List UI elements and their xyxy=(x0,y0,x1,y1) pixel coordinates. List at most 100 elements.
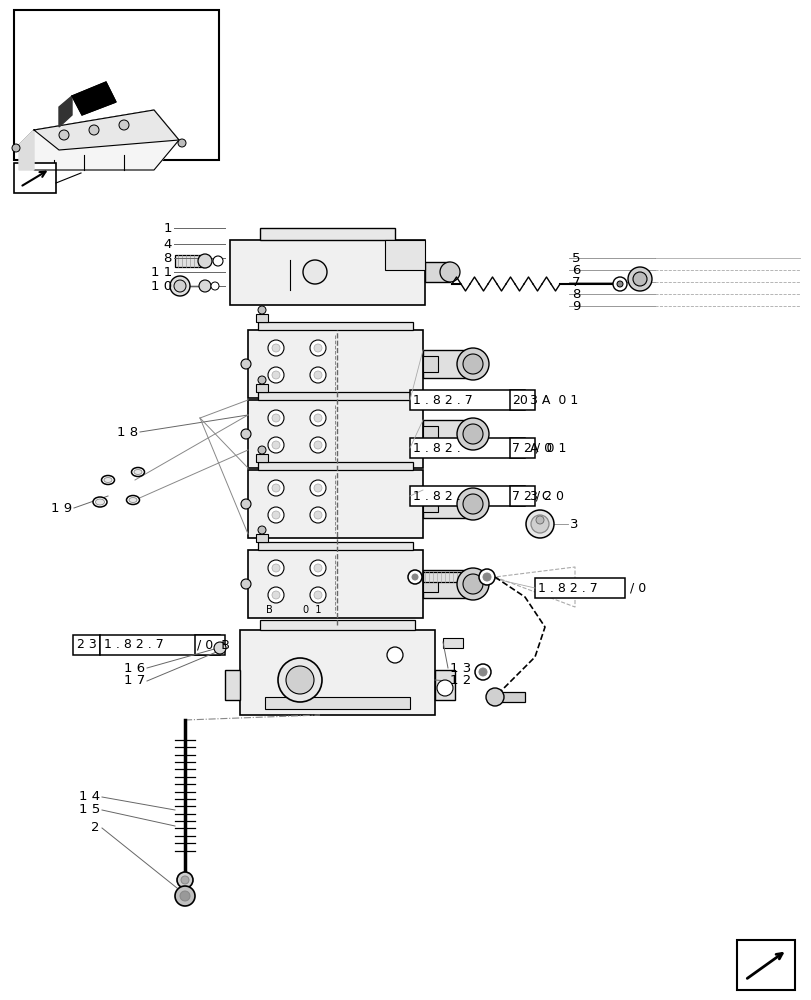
Circle shape xyxy=(314,441,322,449)
Bar xyxy=(100,635,220,655)
Bar xyxy=(258,392,413,400)
Circle shape xyxy=(474,664,491,680)
Circle shape xyxy=(177,872,193,888)
Ellipse shape xyxy=(127,495,139,504)
Circle shape xyxy=(526,510,553,538)
Ellipse shape xyxy=(104,478,112,483)
Text: 20: 20 xyxy=(512,393,527,406)
Circle shape xyxy=(314,371,322,379)
Ellipse shape xyxy=(96,499,105,505)
Ellipse shape xyxy=(129,497,137,502)
Text: B: B xyxy=(266,605,272,615)
Text: 3 A  0 1: 3 A 0 1 xyxy=(530,393,577,406)
Circle shape xyxy=(310,560,325,576)
Polygon shape xyxy=(59,96,72,127)
Circle shape xyxy=(258,446,266,454)
Bar xyxy=(255,314,268,322)
Text: 1 8: 1 8 xyxy=(117,426,138,438)
Circle shape xyxy=(310,480,325,496)
Bar xyxy=(423,420,478,448)
Circle shape xyxy=(272,484,280,492)
Bar xyxy=(423,570,478,598)
Circle shape xyxy=(314,511,322,519)
Circle shape xyxy=(272,511,280,519)
Bar xyxy=(260,620,414,630)
Bar xyxy=(14,10,219,160)
Circle shape xyxy=(310,587,325,603)
Text: 6: 6 xyxy=(571,263,580,276)
Bar xyxy=(384,240,424,270)
Text: 1 5: 1 5 xyxy=(79,803,100,816)
Bar xyxy=(258,542,413,550)
Bar xyxy=(230,240,424,305)
Circle shape xyxy=(303,260,327,284)
Bar xyxy=(195,635,225,655)
Circle shape xyxy=(272,564,280,572)
Circle shape xyxy=(272,414,280,422)
Ellipse shape xyxy=(131,468,144,477)
Text: 3: 3 xyxy=(569,518,577,530)
Bar xyxy=(736,940,794,990)
Text: 7: 7 xyxy=(571,275,580,288)
Circle shape xyxy=(457,418,488,450)
Bar xyxy=(240,630,435,715)
Circle shape xyxy=(268,507,284,523)
Bar xyxy=(175,255,204,267)
Circle shape xyxy=(440,262,460,282)
Bar xyxy=(258,462,413,470)
Bar xyxy=(410,390,525,410)
Text: 8: 8 xyxy=(164,251,172,264)
Text: 3 C: 3 C xyxy=(530,489,550,502)
Text: 8: 8 xyxy=(571,288,580,300)
Bar xyxy=(410,438,525,458)
Circle shape xyxy=(268,480,284,496)
Circle shape xyxy=(478,569,495,585)
Circle shape xyxy=(268,587,284,603)
Bar xyxy=(255,384,268,392)
Text: A  0 1: A 0 1 xyxy=(530,442,566,454)
Text: / 0: / 0 xyxy=(629,582,646,594)
Circle shape xyxy=(241,499,251,509)
Bar xyxy=(423,576,437,592)
Circle shape xyxy=(198,254,212,268)
Circle shape xyxy=(310,340,325,356)
Bar xyxy=(435,670,454,700)
Circle shape xyxy=(411,574,418,580)
Circle shape xyxy=(478,668,487,676)
Circle shape xyxy=(212,256,223,266)
Text: 1: 1 xyxy=(163,222,172,234)
Circle shape xyxy=(181,876,189,884)
Bar xyxy=(423,572,483,582)
Text: 0  1: 0 1 xyxy=(303,605,321,615)
Circle shape xyxy=(268,410,284,426)
Bar xyxy=(423,490,478,518)
Text: 1 . 8 2 .: 1 . 8 2 . xyxy=(413,489,464,502)
Bar xyxy=(225,670,240,700)
Circle shape xyxy=(241,359,251,369)
Circle shape xyxy=(407,570,422,584)
Circle shape xyxy=(285,666,314,694)
Circle shape xyxy=(314,484,322,492)
Text: / 0  B: / 0 B xyxy=(197,639,230,652)
Text: 1 2: 1 2 xyxy=(449,674,470,688)
Bar xyxy=(73,635,100,655)
Bar xyxy=(264,697,410,709)
Circle shape xyxy=(59,130,69,140)
Circle shape xyxy=(199,280,211,292)
Circle shape xyxy=(241,429,251,439)
Bar xyxy=(255,454,268,462)
Circle shape xyxy=(268,437,284,453)
Bar xyxy=(534,578,624,598)
Bar xyxy=(410,486,525,506)
Circle shape xyxy=(462,424,483,444)
Circle shape xyxy=(462,354,483,374)
Circle shape xyxy=(530,515,548,533)
Circle shape xyxy=(314,344,322,352)
Circle shape xyxy=(314,414,322,422)
Polygon shape xyxy=(19,110,178,170)
Text: 1 . 8 2 . 7: 1 . 8 2 . 7 xyxy=(538,582,597,594)
Circle shape xyxy=(486,688,504,706)
Circle shape xyxy=(436,680,453,696)
Circle shape xyxy=(272,371,280,379)
Circle shape xyxy=(633,272,646,286)
